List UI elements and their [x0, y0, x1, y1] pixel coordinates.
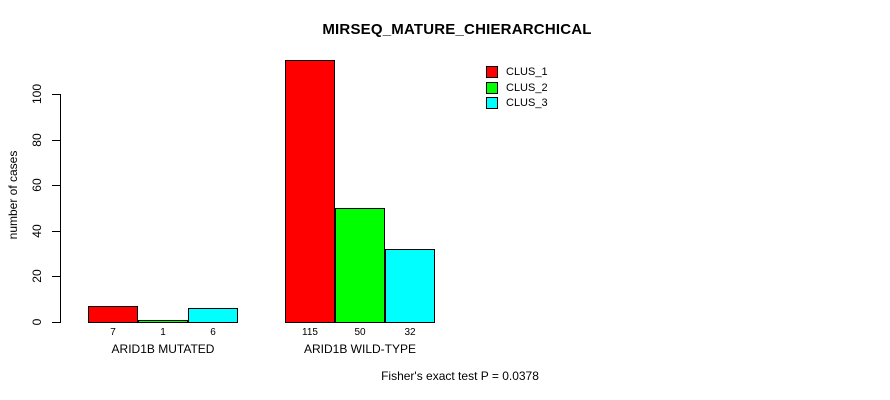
y-tick-mark: [52, 276, 60, 278]
legend-swatch-icon: [486, 81, 498, 94]
bar-clus_3-group1: [188, 308, 238, 323]
y-tick-label: 100: [30, 83, 44, 105]
chart-title: MIRSEQ_MATURE_CHIERARCHICAL: [322, 21, 592, 38]
y-axis-line: [60, 94, 61, 323]
bar-clus_2-group2: [335, 208, 385, 323]
bar-value-label: 32: [404, 327, 416, 338]
category-label-group2: ARID1B WILD-TYPE: [303, 342, 417, 356]
bar-value-label: 6: [210, 327, 216, 338]
legend-swatch-icon: [486, 97, 498, 109]
y-tick-mark: [52, 185, 60, 187]
legend-label: CLUS_3: [506, 97, 548, 109]
y-tick-mark: [52, 322, 60, 323]
legend-label: CLUS_2: [506, 81, 548, 94]
bar-value-label: 115: [302, 327, 318, 338]
y-tick-label: 60: [30, 178, 44, 192]
legend-swatch-icon: [486, 66, 498, 78]
category-label-group1: ARID1B MUTATED: [111, 342, 215, 356]
legend-label: CLUS_1: [506, 66, 548, 78]
y-tick-mark: [52, 139, 60, 141]
y-tick-label: 80: [30, 132, 44, 147]
bar-value-label: 7: [110, 327, 116, 338]
y-tick-label: 20: [30, 269, 44, 284]
bar-clus_1-group1: [88, 306, 138, 323]
y-tick-label: 40: [30, 224, 44, 238]
y-tick-label: 0: [30, 318, 44, 326]
y-tick-mark: [52, 94, 60, 95]
bar-clus_1-group2: [285, 59, 335, 323]
y-tick-mark: [52, 230, 60, 232]
bar-value-label: 1: [160, 327, 166, 338]
bar-clus_3-group2: [385, 249, 435, 323]
fisher-test-annotation: Fisher's exact test P = 0.0378: [381, 369, 539, 383]
bar-clus_2-group1: [138, 319, 188, 323]
bar-value-label: 50: [354, 327, 366, 338]
y-axis-label: number of cases: [6, 150, 20, 240]
